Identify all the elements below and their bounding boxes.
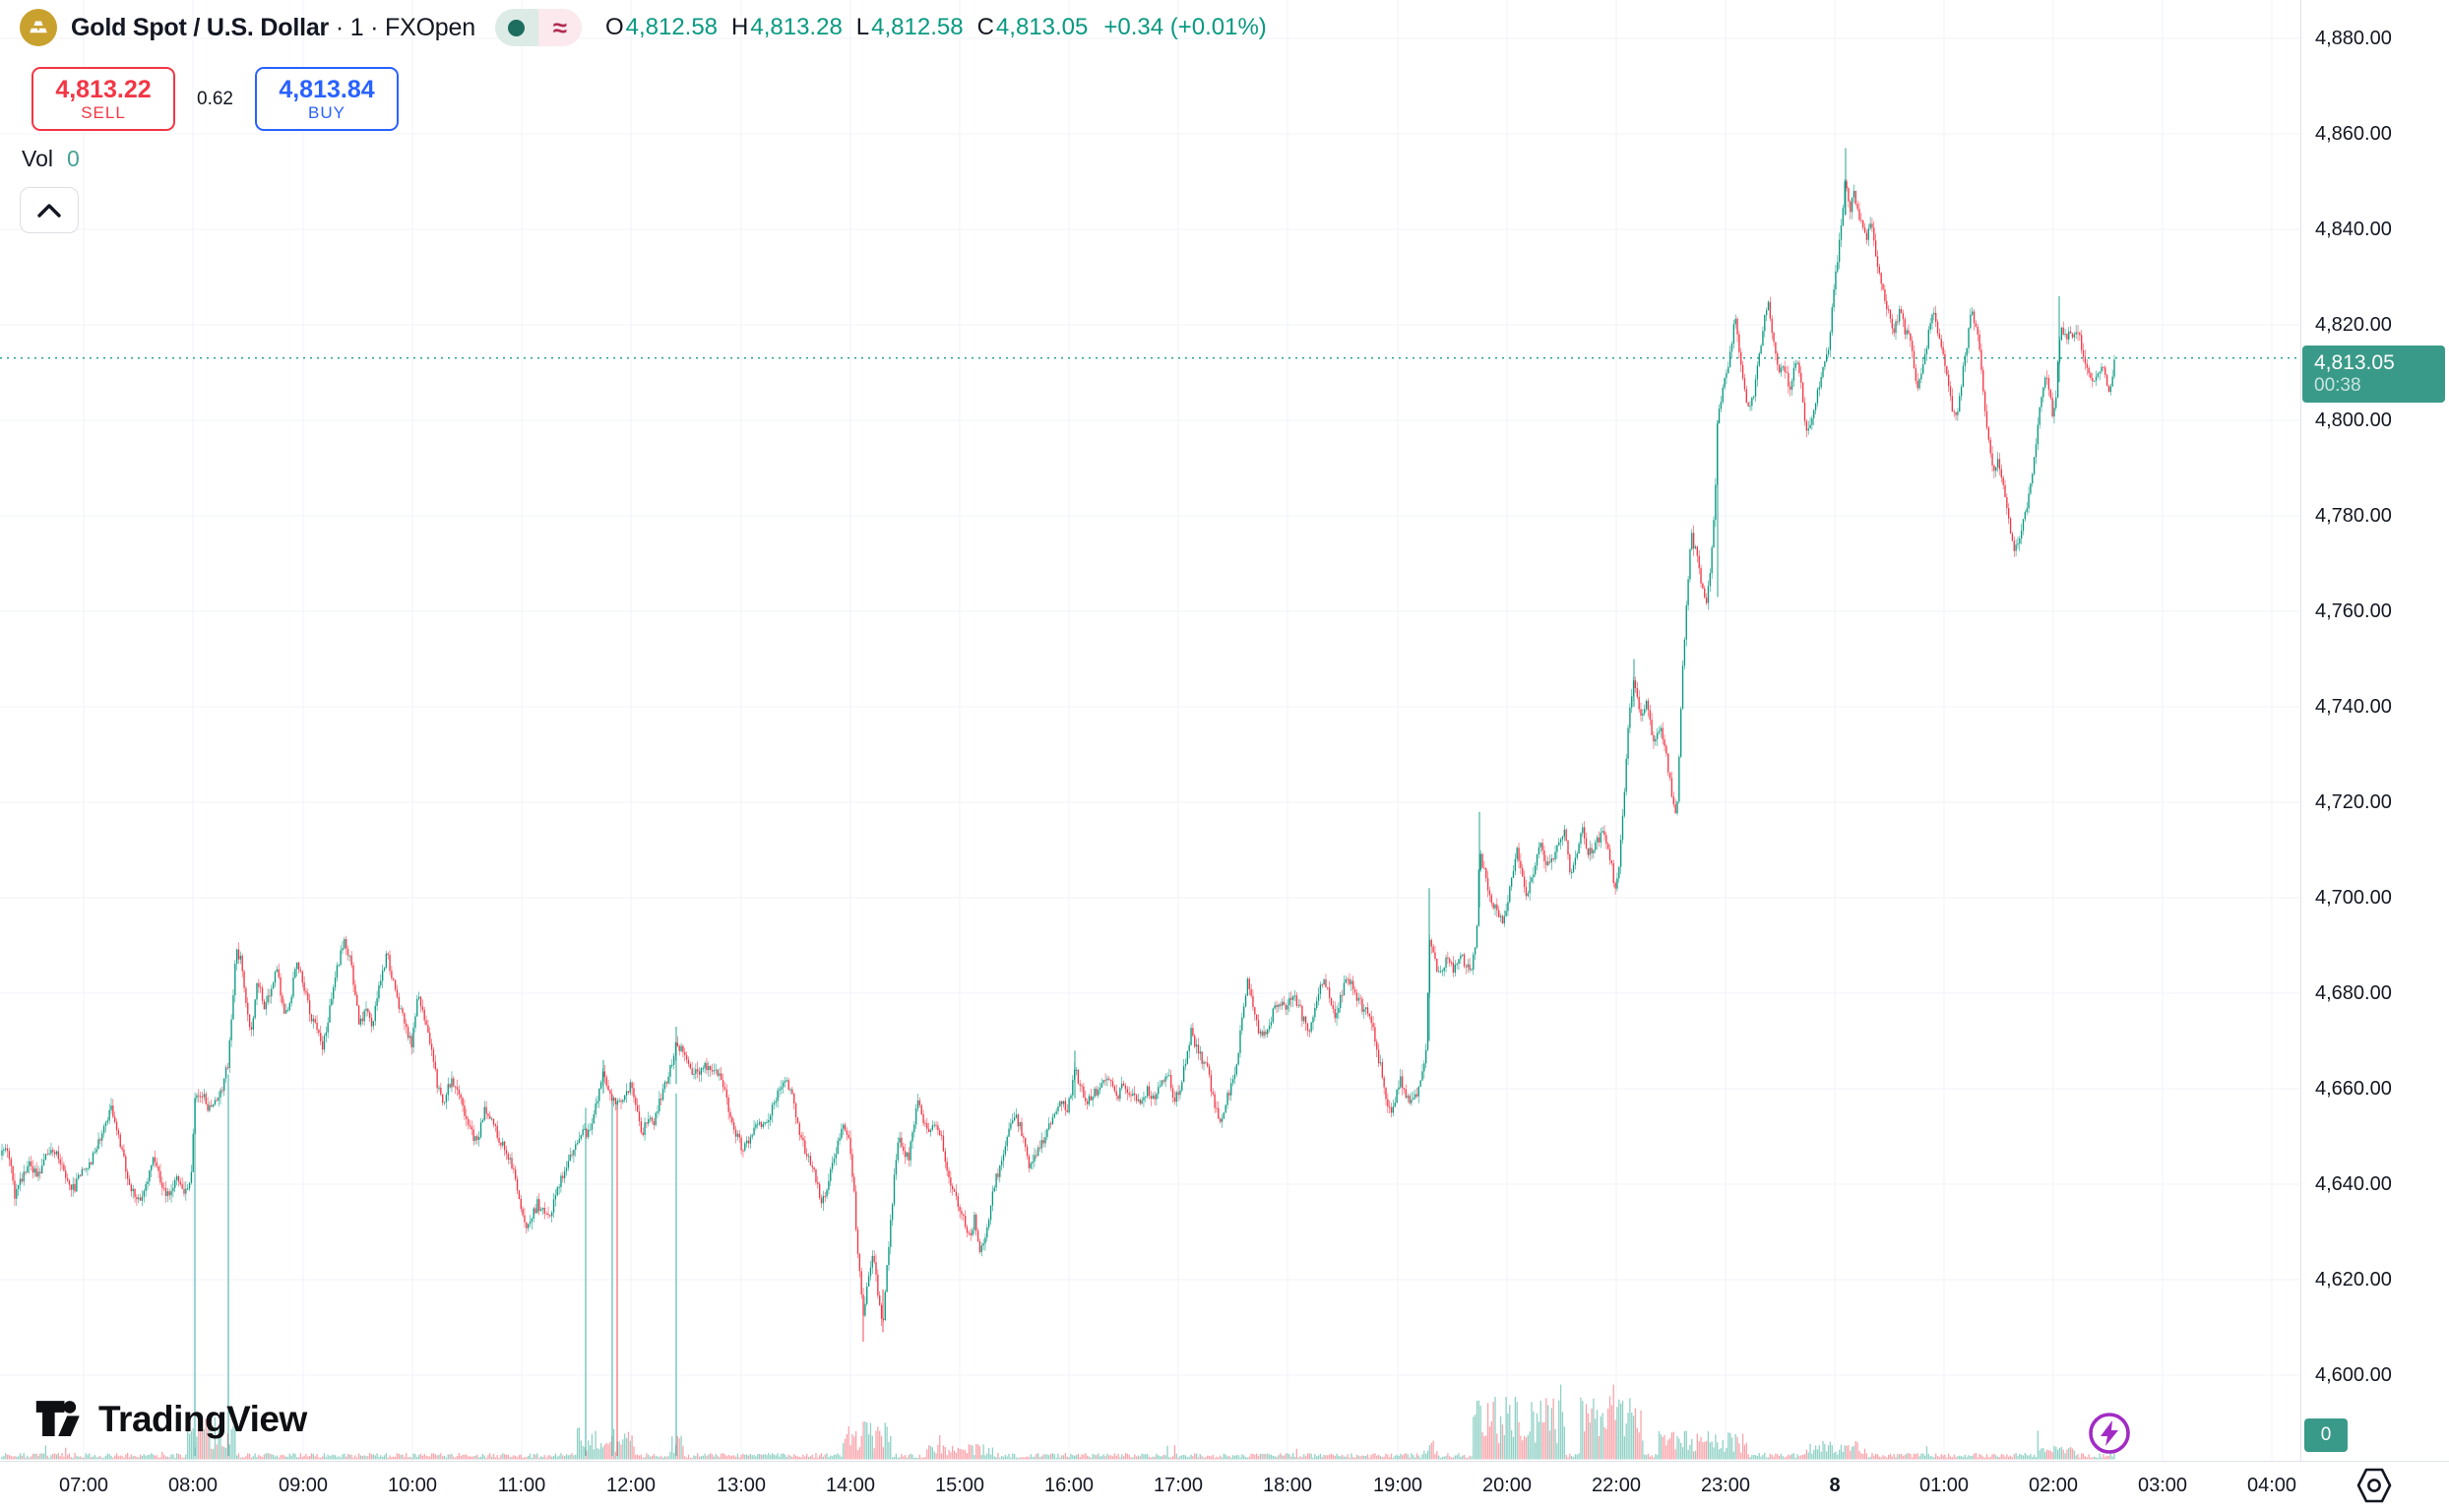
symbol-interval-exchange: · 1 · FXOpen <box>335 13 475 41</box>
time-tick-label: 8 <box>1829 1475 1841 1496</box>
price-tick-label: 4,720.00 <box>2315 790 2392 813</box>
market-status-pill[interactable]: ≈ <box>494 9 582 46</box>
time-tick-label: 19:00 <box>1372 1475 1423 1496</box>
time-tick-label: 03:00 <box>2137 1475 2188 1496</box>
time-tick-label: 07:00 <box>58 1475 109 1496</box>
high-label: H <box>731 14 749 40</box>
lightning-bolt-icon <box>2089 1413 2130 1454</box>
price-tick-label: 4,640.00 <box>2315 1172 2392 1195</box>
symbol-header: Gold Spot / U.S. Dollar · 1 · FXOpen ≈ O… <box>20 7 1267 48</box>
time-tick-label: 11:00 <box>497 1475 546 1496</box>
volume-axis-value: 0 <box>2320 1424 2332 1445</box>
low-label: L <box>855 14 870 40</box>
gold-bars-icon <box>30 21 47 33</box>
spread-value: 0.62 <box>197 88 233 109</box>
time-axis-settings-button[interactable] <box>2355 1467 2394 1509</box>
sell-label: SELL <box>81 102 126 122</box>
sell-price: 4,813.22 <box>55 75 152 103</box>
chevron-up-icon <box>37 203 61 218</box>
price-tick-label: 4,740.00 <box>2315 695 2392 718</box>
price-tick-label: 4,660.00 <box>2315 1077 2392 1100</box>
close-value: 4,813.05 <box>995 14 1089 40</box>
time-tick-label: 09:00 <box>278 1475 329 1496</box>
time-tick-label: 08:00 <box>167 1475 219 1496</box>
delayed-data-icon: ≈ <box>537 9 582 46</box>
bar-countdown: 00:38 <box>2314 375 2361 396</box>
tradingview-logo-icon <box>35 1401 80 1437</box>
time-tick-label: 04:00 <box>2246 1475 2297 1496</box>
time-tick-label: 20:00 <box>1481 1475 1533 1496</box>
price-axis-separator <box>2300 0 2301 1461</box>
time-tick-label: 18:00 <box>1262 1475 1313 1496</box>
price-tick-label: 4,760.00 <box>2315 599 2392 622</box>
time-axis-separator <box>0 1461 2449 1462</box>
time-tick-label: 01:00 <box>1918 1475 1970 1496</box>
volume-value: 0 <box>66 146 80 171</box>
gold-symbol-icon[interactable] <box>20 9 57 46</box>
data-status-icon <box>494 9 538 46</box>
price-tick-label: 4,620.00 <box>2315 1268 2392 1291</box>
time-tick-label: 15:00 <box>934 1475 985 1496</box>
time-tick-label: 17:00 <box>1153 1475 1204 1496</box>
symbol-title[interactable]: Gold Spot / U.S. Dollar · 1 · FXOpen <box>71 14 475 42</box>
time-tick-label: 12:00 <box>605 1475 657 1496</box>
time-tick-label: 02:00 <box>2028 1475 2079 1496</box>
open-label: O <box>604 14 624 40</box>
time-tick-label: 22:00 <box>1591 1475 1642 1496</box>
price-tick-label: 4,700.00 <box>2315 886 2392 909</box>
time-tick-label: 13:00 <box>716 1475 767 1496</box>
buy-label: BUY <box>308 102 345 122</box>
time-tick-label: 10:00 <box>387 1475 438 1496</box>
last-price-value: 4,813.05 <box>2314 351 2395 374</box>
time-tick-label: 23:00 <box>1700 1475 1751 1496</box>
price-tick-label: 4,860.00 <box>2315 122 2392 145</box>
ohlc-readout: O 4,812.58 H 4,813.28 L 4,812.58 C 4,813.05 … <box>605 14 1267 41</box>
tradingview-logo-text: TradingView <box>98 1399 307 1439</box>
price-tick-label: 4,600.00 <box>2315 1363 2392 1386</box>
volume-indicator-legend[interactable]: Vol 0 <box>22 146 80 172</box>
volume-axis-badge: 0 <box>2304 1418 2348 1452</box>
sell-button[interactable]: 4,813.22 SELL <box>31 67 175 131</box>
price-tick-label: 4,880.00 <box>2315 27 2392 49</box>
symbol-name: Gold Spot / U.S. Dollar <box>71 13 330 41</box>
price-tick-label: 4,680.00 <box>2315 981 2392 1004</box>
buy-button[interactable]: 4,813.84 BUY <box>254 67 399 131</box>
instant-order-button[interactable] <box>2086 1410 2133 1462</box>
trade-panel: 4,813.22 SELL 0.62 4,813.84 BUY <box>31 67 399 131</box>
change-value: +0.34 (+0.01%) <box>1103 14 1267 40</box>
close-label: C <box>976 14 994 40</box>
price-tick-label: 4,800.00 <box>2315 409 2392 431</box>
last-price-badge: 4,813.05 00:38 <box>2302 346 2445 403</box>
collapse-pane-button[interactable] <box>20 187 79 233</box>
low-value: 4,812.58 <box>871 14 964 40</box>
buy-price: 4,813.84 <box>279 75 375 103</box>
price-tick-label: 4,820.00 <box>2315 313 2392 336</box>
hexagon-settings-icon <box>2356 1468 2392 1503</box>
tradingview-attribution[interactable]: TradingView <box>34 1398 307 1441</box>
open-value: 4,812.58 <box>625 14 719 40</box>
high-value: 4,813.28 <box>750 14 843 40</box>
volume-label: Vol <box>22 146 53 171</box>
time-tick-label: 16:00 <box>1043 1475 1095 1496</box>
time-tick-label: 14:00 <box>825 1475 876 1496</box>
price-tick-label: 4,780.00 <box>2315 504 2392 527</box>
price-tick-label: 4,840.00 <box>2315 218 2392 240</box>
